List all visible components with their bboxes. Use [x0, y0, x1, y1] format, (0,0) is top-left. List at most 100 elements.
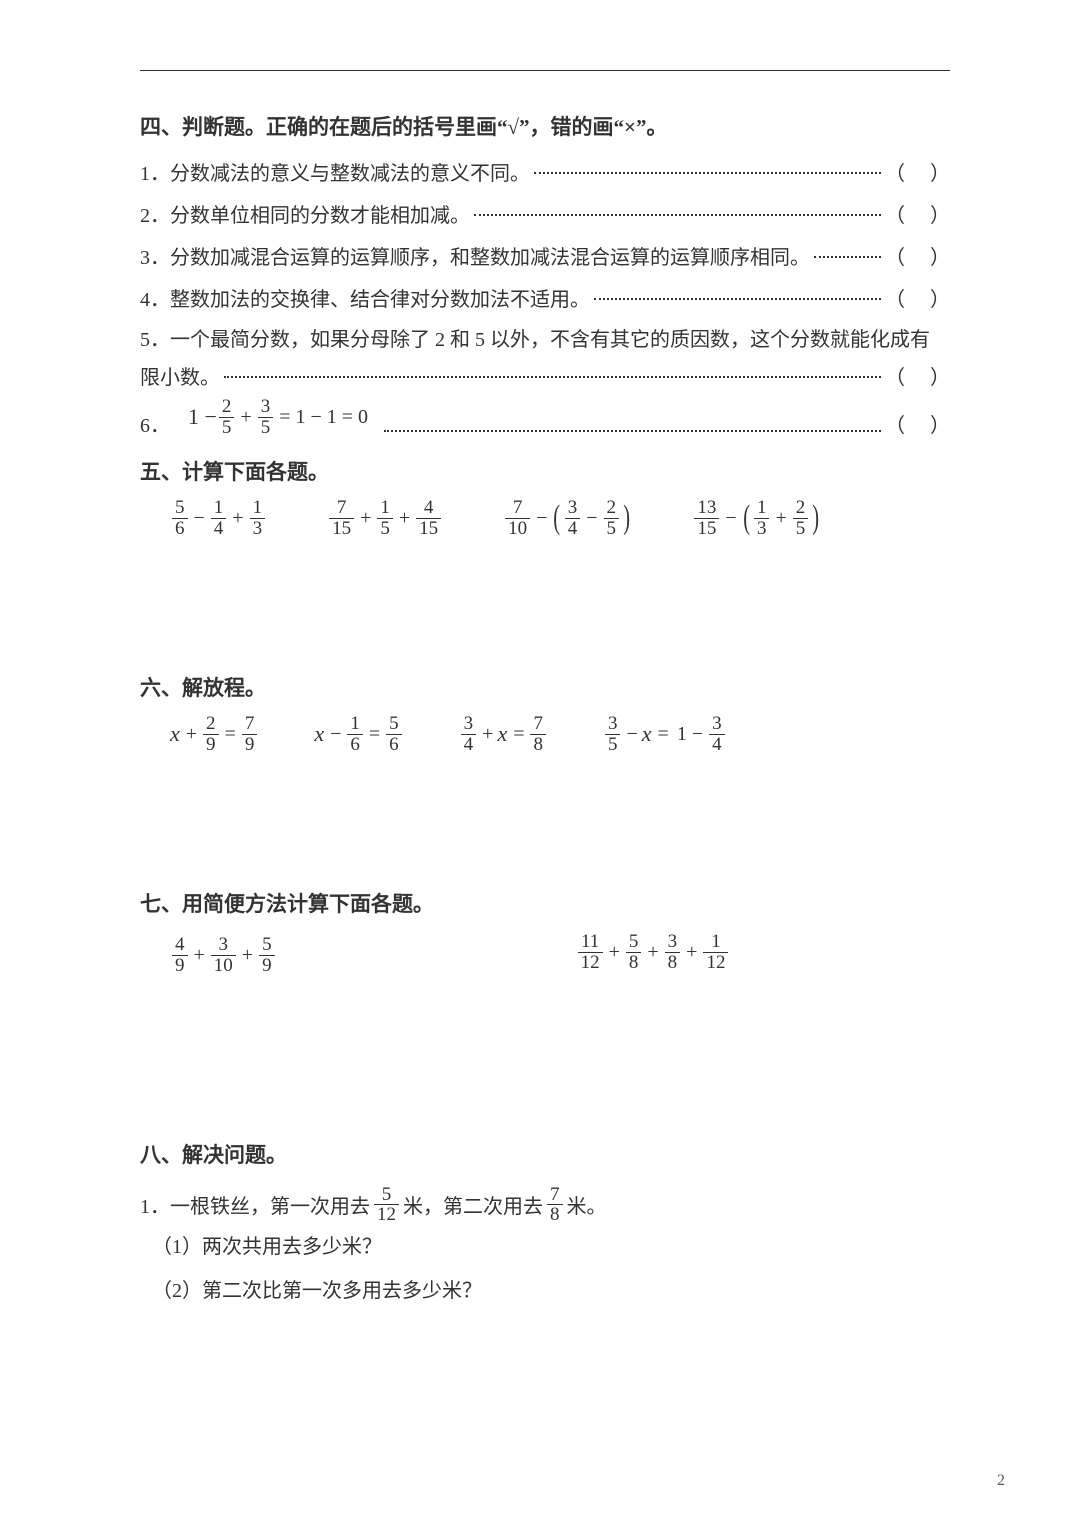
operator: − — [194, 507, 205, 530]
fraction: 13 — [754, 498, 770, 539]
text: 米，第二次用去 — [403, 1190, 543, 1219]
operator: − — [586, 507, 597, 530]
operator: + — [686, 941, 697, 964]
s5-e4: 1315 − ( 13 + 25 ) — [692, 498, 821, 539]
workspace — [140, 539, 950, 654]
fraction: 35 — [605, 714, 621, 755]
s5-e2: 715 + 15 + 415 — [327, 498, 443, 539]
fraction: 1112 — [578, 932, 603, 973]
dot-leader — [534, 172, 881, 174]
dot-leader — [384, 430, 881, 432]
fraction: 34 — [709, 714, 725, 755]
answer-paren: （ ） — [885, 359, 950, 397]
text: 一根铁丝，第一次用去 — [170, 1190, 370, 1219]
s8-q1-sub2: （2）第二次比第一次多用去多少米？ — [152, 1269, 950, 1313]
dot-leader — [224, 376, 881, 378]
text: 米。 — [567, 1190, 607, 1219]
section-7-title: 七、用简便方法计算下面各题。 — [140, 888, 950, 918]
paren-right: ) — [623, 499, 630, 537]
page-number: 2 — [997, 1472, 1005, 1490]
s8-q1: 1． 一根铁丝，第一次用去 512 米，第二次用去 78 米。 — [140, 1185, 950, 1226]
q-number: 1． — [140, 1190, 170, 1219]
s5-e3: 710 − ( 34 − 25 ) — [503, 498, 632, 539]
s4-q2: 2． 分数单位相同的分数才能相加减。 （ ） — [140, 195, 950, 237]
fraction: 59 — [259, 935, 275, 976]
q-text: 整数加法的交换律、结合律对分数加法不适用。 — [170, 279, 590, 321]
operator: + — [609, 941, 620, 964]
answer-paren: （ ） — [885, 409, 950, 438]
s7-e1: 49 + 310 + 59 — [170, 935, 277, 976]
fraction: 14 — [211, 498, 227, 539]
answer-paren: （ ） — [885, 195, 950, 237]
fraction: 710 — [505, 498, 530, 539]
workspace — [140, 755, 950, 870]
q-number: 1． — [140, 153, 170, 195]
s4-q4: 4． 整数加法的交换律、结合律对分数加法不适用。 （ ） — [140, 279, 950, 321]
equals: = — [658, 723, 669, 746]
dot-leader — [814, 256, 881, 258]
equals: = — [369, 723, 380, 746]
top-rule — [140, 70, 950, 71]
operator: + — [232, 507, 243, 530]
fraction: 56 — [172, 498, 188, 539]
equals: = — [225, 723, 236, 746]
fraction: 35 — [258, 397, 274, 438]
answer-paren: （ ） — [885, 237, 950, 279]
paren-right: ) — [813, 499, 820, 537]
fraction: 415 — [416, 498, 441, 539]
operator: + — [186, 723, 197, 746]
variable: x — [497, 721, 507, 747]
variable: x — [314, 721, 324, 747]
s4-q5: 5．一个最简分数，如果分母除了 2 和 5 以外，不含有其它的质因数，这个分数就… — [140, 321, 950, 397]
paren-left: ( — [743, 499, 750, 537]
q-text: 分数单位相同的分数才能相加减。 — [170, 195, 470, 237]
variable: x — [642, 721, 652, 747]
fraction: 112 — [703, 932, 728, 973]
operator: + — [775, 507, 786, 530]
workspace — [140, 976, 950, 1121]
fraction: 34 — [461, 714, 477, 755]
fraction: 25 — [604, 498, 620, 539]
variable: x — [170, 721, 180, 747]
operator: + — [360, 507, 371, 530]
fraction: 78 — [547, 1185, 563, 1226]
paren-left: ( — [554, 499, 561, 537]
s6-e3: 34 + x = 78 — [459, 714, 548, 755]
operator: − — [536, 507, 547, 530]
q-number: 3． — [140, 237, 170, 279]
page: 四、判断题。正确的在题后的括号里画“√”，错的画“×”。 1． 分数减法的意义与… — [0, 0, 1080, 1528]
text: = 1 − 1 = 0 — [279, 406, 368, 429]
operator: + — [482, 723, 493, 746]
q-text: 分数加减混合运算的运算顺序，和整数加减法混合运算的运算顺序相同。 — [170, 237, 810, 279]
q-text: 分数减法的意义与整数减法的意义不同。 — [170, 153, 530, 195]
q6-expression: 1 − 25 + 35 = 1 − 1 = 0 — [188, 397, 372, 438]
fraction: 25 — [219, 397, 235, 438]
s6-row: x + 29 = 79 x − 16 = 56 34 + x = 78 35 −… — [170, 714, 950, 755]
fraction: 56 — [386, 714, 402, 755]
fraction: 25 — [793, 498, 809, 539]
q-number: 2． — [140, 195, 170, 237]
equals: = — [513, 723, 524, 746]
operator: + — [240, 406, 251, 429]
answer-paren: （ ） — [885, 153, 950, 195]
dot-leader — [474, 214, 881, 216]
operator: + — [647, 941, 658, 964]
s4-q1: 1． 分数减法的意义与整数减法的意义不同。 （ ） — [140, 153, 950, 195]
operator: + — [194, 944, 205, 967]
text: 1 − — [188, 404, 217, 430]
fraction: 38 — [665, 932, 681, 973]
s4-q6: 6． 1 − 25 + 35 = 1 − 1 = 0 （ ） — [140, 397, 950, 438]
s5-e1: 56 − 14 + 13 — [170, 498, 267, 539]
fraction: 16 — [347, 714, 363, 755]
operator: + — [242, 944, 253, 967]
answer-paren: （ ） — [885, 279, 950, 321]
operator: + — [399, 507, 410, 530]
fraction: 58 — [626, 932, 642, 973]
fraction: 49 — [172, 935, 188, 976]
q-number: 5． — [140, 329, 170, 351]
q-number: 6． — [140, 409, 170, 438]
s6-e4: 35 − x = 1 − 34 — [603, 714, 727, 755]
s5-row: 56 − 14 + 13 715 + 15 + 415 710 − ( 34 −… — [170, 498, 950, 539]
s6-e2: x − 16 = 56 — [314, 714, 403, 755]
fraction: 310 — [211, 935, 236, 976]
